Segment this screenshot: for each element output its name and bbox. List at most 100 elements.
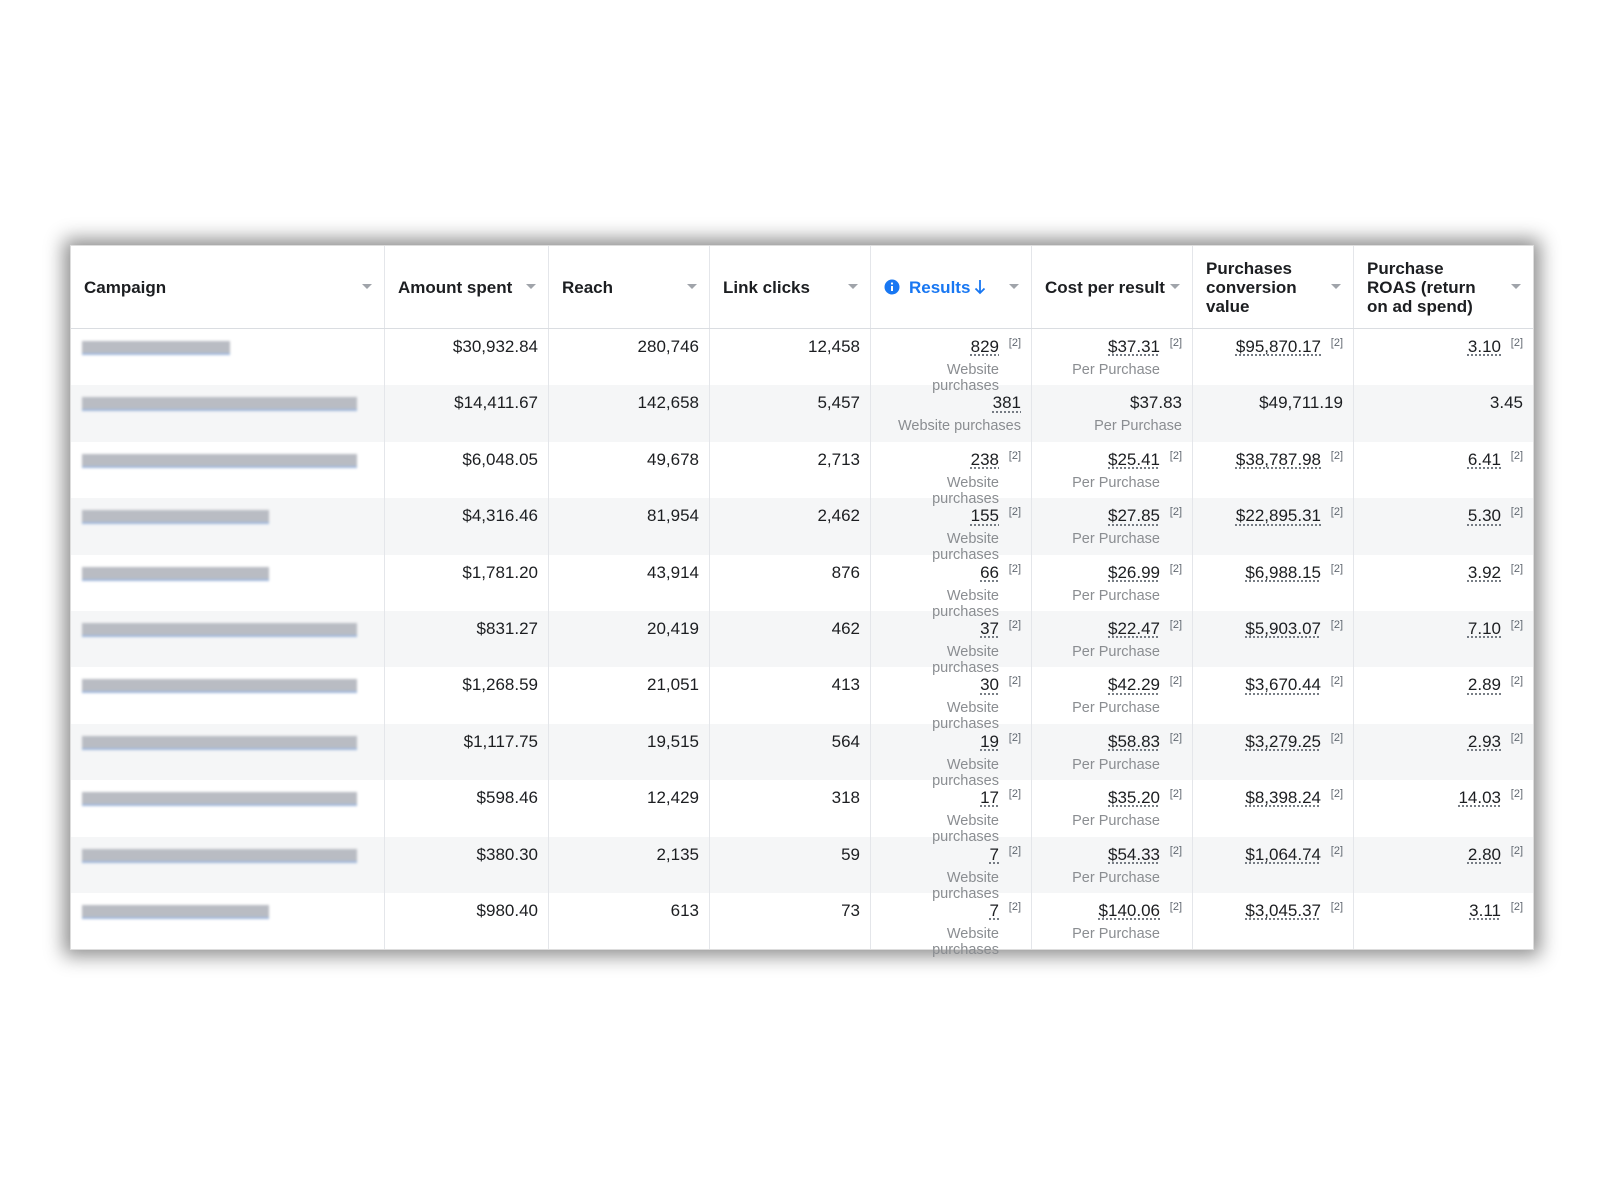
footnote: [2] [1510, 731, 1523, 744]
value-line: $25.41 [2] [1042, 450, 1182, 470]
column-header[interactable]: Results [871, 246, 1032, 328]
results-cell: 66 [2] Website purchases [871, 554, 1032, 620]
cell-value: $1,117.75 [463, 731, 538, 751]
link-clicks-cell: 876 [710, 554, 871, 611]
cell-value: 3.11 [1469, 900, 1501, 920]
roas-cell: 3.10 [2] [1354, 329, 1533, 385]
sort-arrow [975, 280, 986, 295]
result-label: Per Purchase [1072, 587, 1160, 604]
roas-cell: 2.80 [2] [1354, 837, 1533, 893]
campaign-cell[interactable] [71, 723, 385, 781]
value-line: 30 [2] [881, 675, 1021, 695]
column-title: Reach [562, 277, 614, 297]
campaign-cell[interactable] [71, 836, 385, 893]
value-line: 829 [2] [881, 337, 1021, 357]
table-row: $980.40 613 73 7 [2] Website purchases $140.06… [71, 892, 1533, 958]
amount-spent-cell: $30,932.84 [385, 329, 549, 386]
cost-per-result-cell: $54.33 [2] Per Purchase [1032, 836, 1193, 893]
value-line: $95,870.17 [2] [1203, 337, 1343, 357]
cell-value: 381 [992, 393, 1021, 413]
cell-value: 7 [989, 844, 999, 864]
result-label: Per Purchase [1094, 418, 1182, 435]
column-title: Campaign [84, 277, 167, 297]
blurred-campaign-name [82, 341, 230, 355]
column-header[interactable]: Cost per result [1032, 246, 1193, 328]
cost-per-result-cell: $22.47 [2] Per Purchase [1032, 610, 1193, 668]
campaign-cell[interactable] [71, 667, 385, 724]
sort-dropdown[interactable] [1009, 284, 1019, 289]
column-header[interactable]: Purchase ROAS (return on ad spend) [1354, 246, 1533, 328]
sort-dropdown[interactable] [1511, 284, 1521, 289]
link-clicks-cell: 12,458 [710, 329, 871, 386]
column-header[interactable]: Amount spent [385, 246, 549, 328]
result-label: Website purchases [932, 474, 999, 507]
reach-cell: 81,954 [549, 498, 710, 555]
sort-dropdown[interactable] [526, 284, 536, 289]
cost-per-result-cell: $37.83 Per Purchase [1032, 385, 1193, 442]
table-row: $14,411.67 142,658 5,457 381 Website purchas… [71, 385, 1533, 442]
cell-value: $6,048.05 [462, 449, 538, 469]
sort-dropdown[interactable] [848, 284, 858, 289]
campaign-cell[interactable] [71, 385, 385, 442]
campaign-cell[interactable] [71, 892, 385, 950]
campaign-cell[interactable] [71, 554, 385, 611]
campaign-cell[interactable] [71, 329, 385, 386]
cell-value: 2,135 [656, 844, 699, 864]
column-header[interactable]: Link clicks [710, 246, 871, 328]
campaign-cell[interactable] [71, 780, 385, 837]
amount-spent-cell: $598.46 [385, 780, 549, 837]
conversion-value-cell: $1,064.74 [2] [1193, 836, 1354, 893]
cell-value: 2.89 [1467, 675, 1501, 695]
value-line: 37 [2] [881, 619, 1021, 639]
roas-cell: 6.41 [2] [1354, 442, 1533, 498]
value-line: $26.99 [2] [1042, 563, 1182, 583]
cell-value: $35.20 [1108, 788, 1160, 808]
result-label: Website purchases [932, 925, 999, 958]
footnote: [2] [1008, 788, 1021, 801]
roas-cell: 3.11 [2] [1354, 893, 1533, 949]
results-cell: 17 [2] Website purchases [871, 780, 1032, 845]
campaign-cell[interactable] [71, 441, 385, 499]
value-line: 66 [2] [881, 563, 1021, 583]
value-line: $6,988.15 [2] [1203, 563, 1343, 583]
blurred-campaign-name [82, 848, 357, 863]
amount-spent-cell: $4,316.46 [385, 498, 549, 555]
conversion-value-cell: $95,870.17 [2] [1193, 329, 1354, 386]
reach-cell: 2,135 [549, 836, 710, 893]
cell-value: 829 [970, 337, 999, 356]
value-line: 238 [2] [881, 450, 1021, 470]
value-line: $22.47 [2] [1042, 619, 1182, 639]
sort-dropdown[interactable] [687, 284, 697, 289]
campaign-cell[interactable] [71, 610, 385, 668]
value-line: 7 [2] [881, 901, 1021, 921]
results-cell: 7 [2] Website purchases [871, 836, 1032, 902]
cell-value: $22,895.31 [1235, 506, 1321, 526]
conversion-value-cell: $49,711.19 [1193, 385, 1354, 442]
cost-per-result-cell: $26.99 [2] Per Purchase [1032, 554, 1193, 611]
cell-value: $95,870.17 [1235, 337, 1321, 356]
cell-value: 66 [980, 562, 999, 582]
cell-value: 12,429 [647, 788, 699, 808]
footnote: [2] [1169, 788, 1182, 801]
blurred-campaign-name [82, 679, 357, 694]
value-line: $38,787.98 [2] [1203, 450, 1343, 470]
sort-dropdown[interactable] [362, 284, 372, 289]
column-header[interactable]: Reach [549, 246, 710, 328]
table-row: $598.46 12,429 318 17 [2] Website purchases $3… [71, 780, 1533, 845]
cell-value: 30 [980, 675, 999, 695]
table-row: $1,781.20 43,914 876 66 [2] Website purchases… [71, 554, 1533, 620]
cost-per-result-cell: $35.20 [2] Per Purchase [1032, 780, 1193, 837]
sort-dropdown[interactable] [1170, 284, 1180, 289]
value-line: 5.30 [2] [1364, 506, 1523, 526]
column-header[interactable]: Campaign [71, 246, 385, 328]
link-clicks-cell: 318 [710, 780, 871, 837]
cell-value: 59 [841, 844, 860, 864]
sort-dropdown[interactable] [1331, 284, 1341, 289]
campaign-cell[interactable] [71, 498, 385, 555]
blurred-campaign-name [82, 566, 269, 581]
footnote: [2] [1008, 675, 1021, 688]
column-header[interactable]: Purchases conversion value [1193, 246, 1354, 328]
cost-per-result-cell: $140.06 [2] Per Purchase [1032, 892, 1193, 950]
results-cell: 37 [2] Website purchases [871, 610, 1032, 676]
cell-value: 413 [831, 675, 860, 695]
